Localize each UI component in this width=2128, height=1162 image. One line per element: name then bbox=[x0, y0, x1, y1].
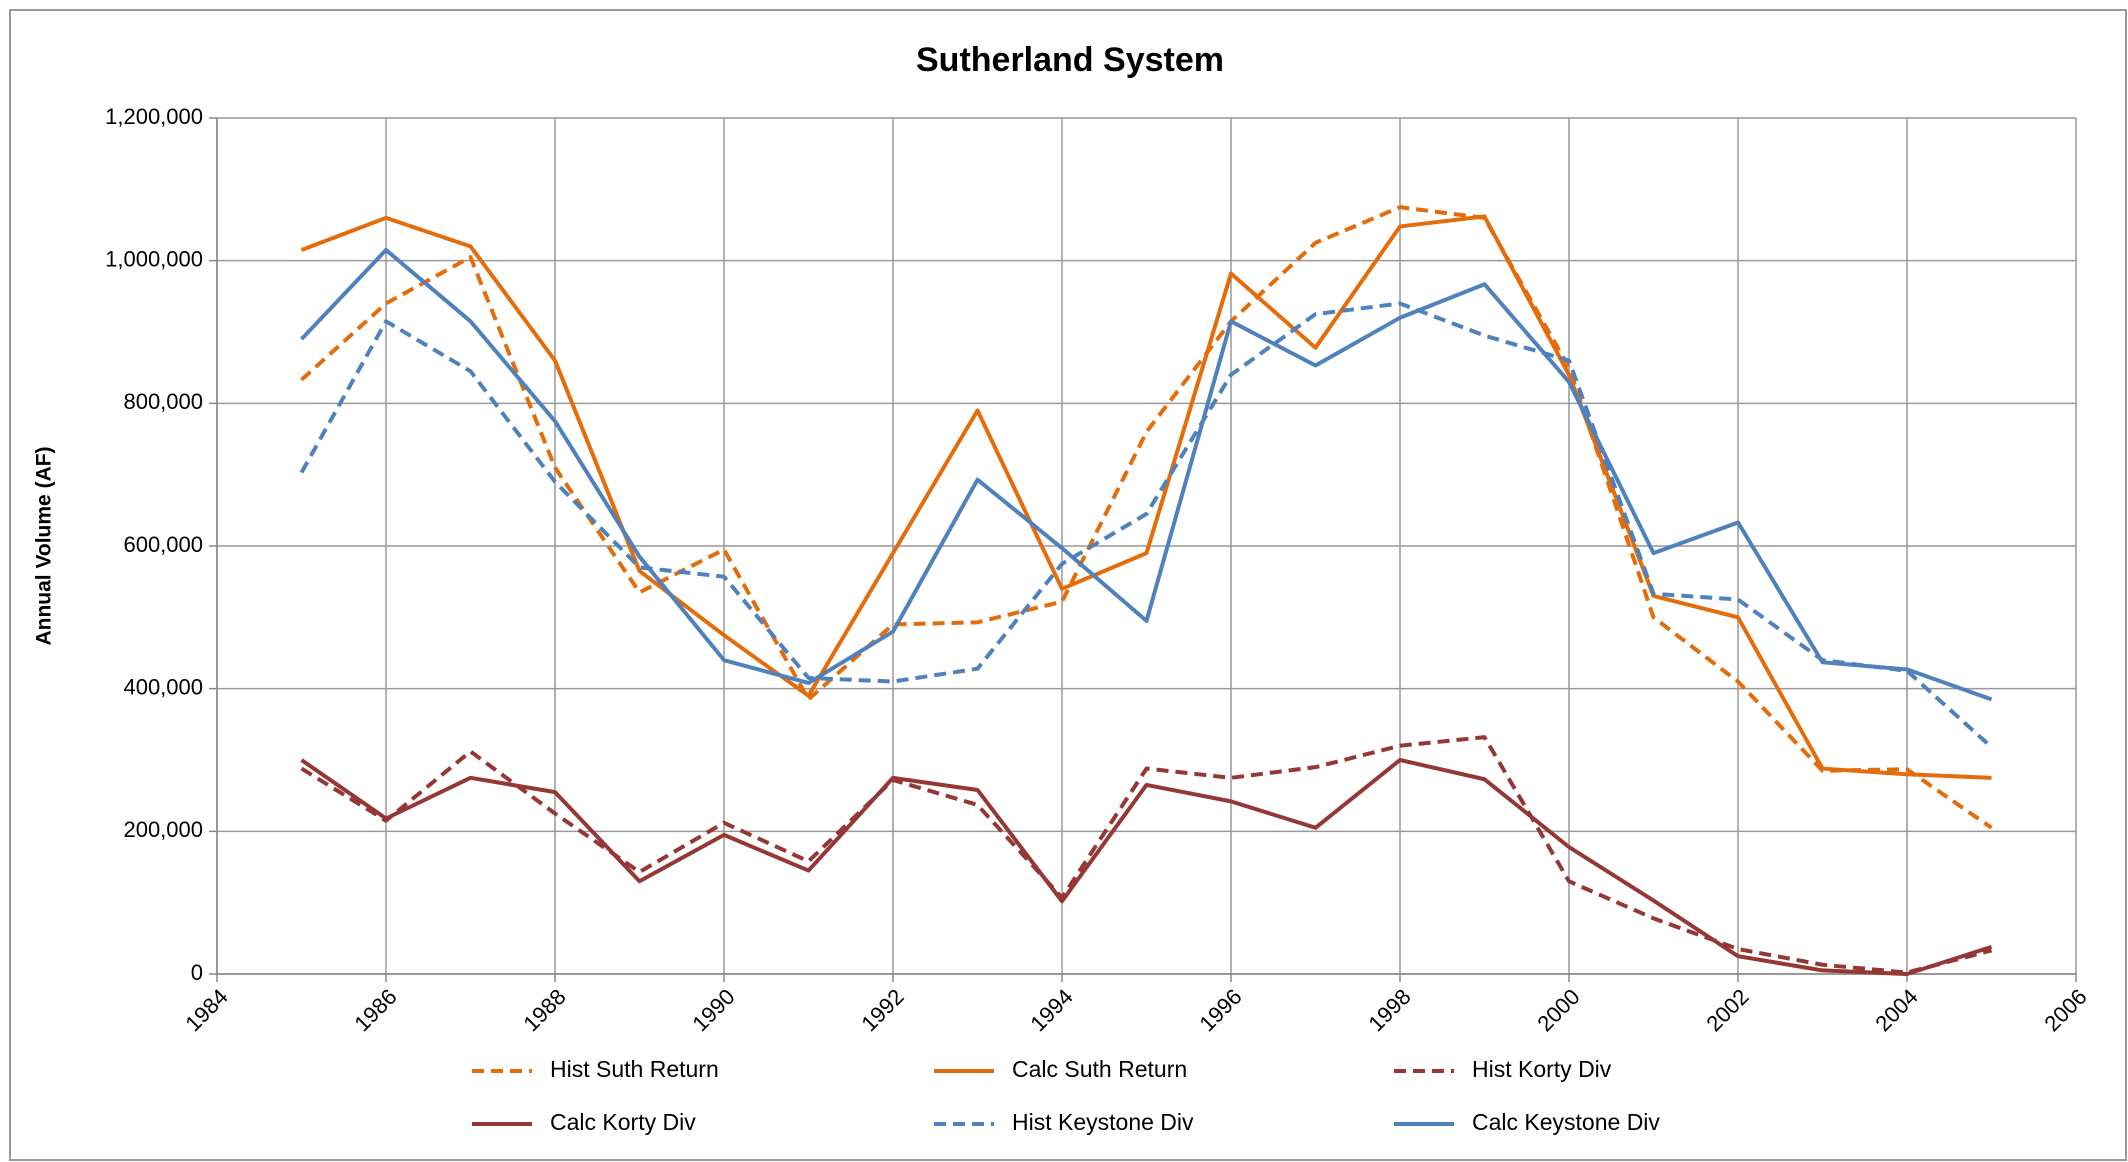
legend-label: Hist Suth Return bbox=[550, 1056, 719, 1082]
data-line bbox=[300, 205, 1993, 830]
legend-label: Calc Keystone Div bbox=[1472, 1109, 1660, 1135]
y-tick-label: 1,000,000 bbox=[105, 246, 203, 271]
legend-label: Calc Suth Return bbox=[1012, 1056, 1187, 1082]
y-tick-label: 400,000 bbox=[123, 674, 203, 699]
y-tick-label: 1,200,000 bbox=[105, 104, 203, 129]
y-tick-label: 200,000 bbox=[123, 817, 203, 842]
chart-title: Sutherland System bbox=[916, 41, 1224, 79]
y-axis-title: Annual Volume (AF) bbox=[33, 446, 56, 645]
data-line bbox=[299, 301, 1993, 749]
data-line bbox=[300, 214, 1992, 780]
data-line bbox=[300, 758, 1993, 976]
data-line bbox=[300, 247, 1993, 702]
legend-label: Hist Keystone Div bbox=[1012, 1109, 1194, 1135]
y-tick-label: 800,000 bbox=[123, 389, 203, 414]
legend-label: Calc Korty Div bbox=[550, 1109, 696, 1135]
legend-label: Hist Korty Div bbox=[1472, 1056, 1612, 1082]
y-tick-label: 600,000 bbox=[123, 532, 203, 557]
y-tick-label: 0 bbox=[191, 960, 203, 985]
